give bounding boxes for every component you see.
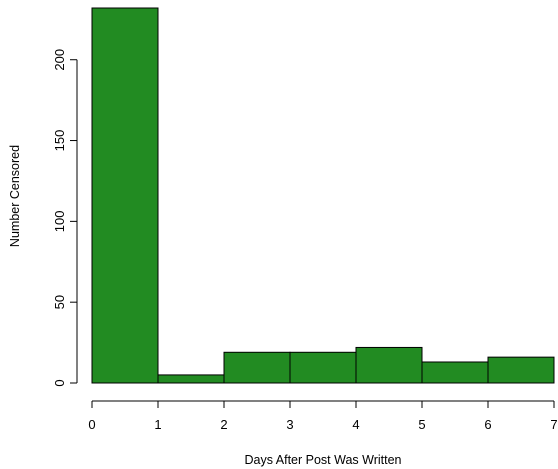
histogram-bar-5 [421, 361, 489, 384]
x-tick-label-0: 0 [88, 417, 95, 432]
y-tick-label-3: 150 [52, 130, 67, 152]
histogram-bar-1 [157, 374, 225, 384]
x-axis-title: Days After Post Was Written [245, 453, 402, 467]
y-tick-label-1: 50 [52, 295, 67, 309]
y-tick-label-4: 200 [52, 49, 67, 71]
histogram-bar-4 [355, 346, 423, 384]
histogram-bar-6 [487, 356, 555, 384]
bars-group [91, 7, 555, 384]
x-tick-label-7: 7 [550, 417, 557, 432]
y-axis: 0 50 100 150 200 [52, 49, 78, 387]
x-tick-label-2: 2 [220, 417, 227, 432]
histogram-bar-0 [91, 7, 159, 384]
x-tick-label-3: 3 [286, 417, 293, 432]
histogram-bar-3 [289, 351, 357, 384]
histogram-bar-2 [223, 351, 291, 384]
x-tick-label-6: 6 [484, 417, 491, 432]
y-axis-title: Number Censored [8, 145, 22, 247]
x-tick-label-1: 1 [154, 417, 161, 432]
x-axis: 0 1 2 3 4 5 6 7 [88, 400, 558, 432]
x-tick-label-5: 5 [418, 417, 425, 432]
y-tick-label-2: 100 [52, 211, 67, 233]
y-tick-label-0: 0 [52, 379, 67, 386]
x-tick-label-4: 4 [352, 417, 359, 432]
